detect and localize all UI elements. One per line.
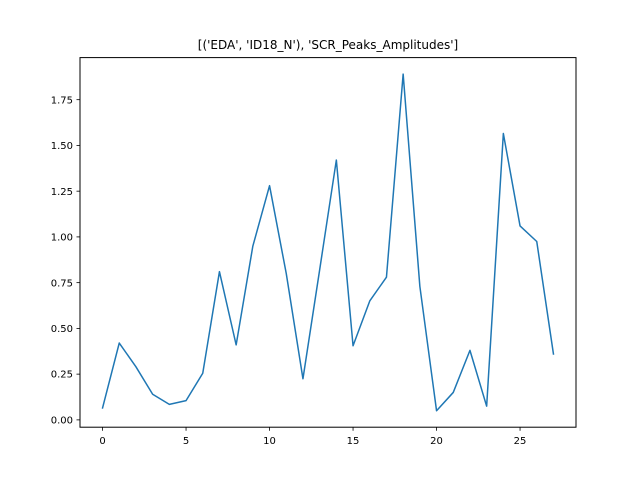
x-tick-label: 25	[514, 436, 527, 447]
plot-area	[101, 73, 555, 412]
y-tick-label: 0.50	[51, 324, 73, 335]
x-tick-label: 5	[183, 436, 189, 447]
plot-frame	[79, 57, 577, 428]
y-tick-label: 1.00	[51, 233, 73, 244]
x-tick-label: 0	[99, 436, 105, 447]
x-axis: 0 5 10 15 20 25	[99, 427, 526, 447]
chart-title: [('EDA', 'ID18_N'), 'SCR_Peaks_Amplitude…	[198, 38, 458, 52]
y-tick-label: 0.00	[51, 415, 73, 426]
x-tick-label: 15	[347, 436, 360, 447]
series-line	[101, 73, 555, 412]
x-tick-label: 10	[263, 436, 276, 447]
y-tick-label: 1.50	[51, 141, 73, 152]
y-tick-label: 0.25	[51, 370, 73, 381]
x-tick-label: 20	[430, 436, 443, 447]
y-axis: 0.00 0.25 0.50 0.75 1.00 1.25 1.50 1.75	[51, 95, 80, 426]
y-tick-label: 0.75	[51, 278, 73, 289]
y-tick-label: 1.25	[51, 187, 73, 198]
y-tick-label: 1.75	[51, 95, 73, 106]
